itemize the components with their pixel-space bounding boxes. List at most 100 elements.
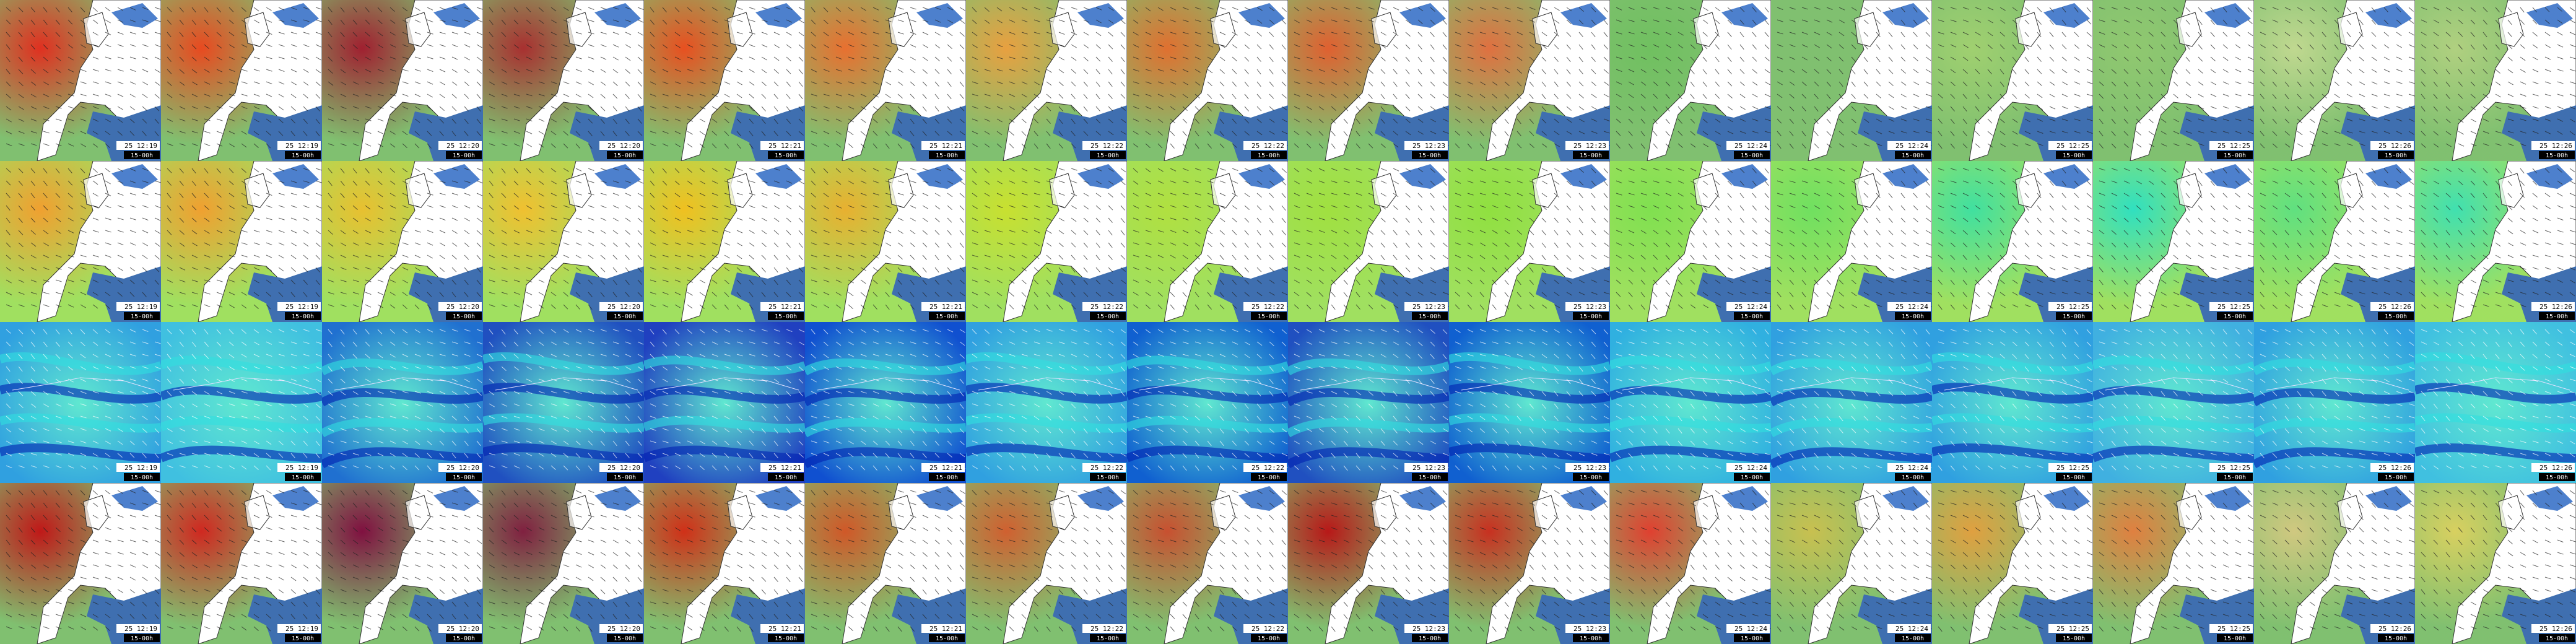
wind-arrow (2495, 69, 2500, 74)
wind-arrow (1516, 94, 1521, 99)
wind-arrow (1529, 205, 1535, 210)
wind-arrow (1566, 279, 1572, 284)
wind-arrow (315, 19, 322, 22)
wind-arrow (1306, 69, 1313, 72)
wind-arrow (1269, 44, 1274, 50)
wind-arrow (92, 131, 98, 135)
wind-arrow (129, 267, 136, 272)
wind-arrow (761, 44, 768, 48)
wind-arrow (1479, 193, 1486, 196)
wind-arrow (2470, 131, 2477, 134)
wind-arrow (674, 267, 681, 270)
run-label: 15-00h (1419, 313, 1441, 320)
wind-arrow (476, 230, 482, 235)
wind-arrow (1244, 56, 1250, 62)
wind-arrow (1616, 44, 1622, 47)
wind-arrow (2235, 32, 2240, 37)
wind-arrow (1430, 44, 1435, 50)
wind-arrow (2272, 7, 2279, 11)
wind-arrow (105, 94, 111, 97)
wind-arrow (1591, 44, 1596, 50)
wind-arrow (1120, 217, 1125, 224)
wind-arrow (1702, 56, 1707, 62)
wind-arrow (526, 180, 531, 186)
wind-arrow (1554, 56, 1559, 62)
wind-arrow (1529, 106, 1534, 112)
wind-arrow (2383, 131, 2390, 134)
wind-arrow (1194, 44, 1201, 48)
wind-arrow (43, 304, 50, 307)
wind-arrow (1343, 56, 1350, 60)
run-box (2217, 312, 2253, 320)
wind-arrow (6, 193, 11, 198)
islands (405, 12, 431, 47)
wind-arrow (105, 131, 111, 136)
wind-arrow (1925, 19, 1930, 25)
wind-arrow (1046, 32, 1053, 35)
wind-arrow (934, 118, 939, 124)
wind-arrow (2260, 7, 2266, 10)
wind-arrow (959, 217, 964, 223)
wind-arrow (773, 32, 780, 35)
wind-arrow (389, 168, 395, 173)
wind-arrow (1046, 193, 1053, 196)
wind-arrow (1900, 32, 1905, 38)
wind-arrow (1838, 131, 1844, 136)
wind-arrow (2235, 44, 2241, 49)
wind-arrow (105, 304, 110, 309)
run-box (1895, 151, 1931, 159)
wind-arrow (1380, 304, 1386, 309)
wind-arrow (1170, 94, 1176, 98)
wind-arrow (1876, 255, 1881, 259)
wind-arrow (1467, 180, 1474, 184)
wind-arrow (1516, 267, 1521, 273)
wind-arrow (1194, 131, 1199, 137)
wind-arrow (253, 19, 259, 24)
wind-arrow (749, 81, 755, 86)
wind-arrow (1182, 230, 1189, 233)
wind-arrow (1417, 267, 1423, 272)
wind-arrow (1207, 94, 1212, 99)
wind-arrow (2061, 118, 2068, 121)
islands (727, 12, 753, 47)
wind-arrow (1343, 230, 1349, 234)
wind-arrow (2173, 7, 2178, 12)
wind-arrow (1058, 131, 1063, 137)
wind-arrow (848, 118, 854, 123)
wind-arrow (2371, 56, 2377, 61)
wind-arrow (389, 131, 396, 135)
wind-arrow (142, 267, 147, 272)
north-sea (1721, 3, 1768, 28)
wind-arrow (650, 292, 656, 295)
wind-arrow (1888, 19, 1893, 25)
islands (2176, 173, 2202, 208)
wind-arrow (290, 69, 297, 72)
wind-arrow (922, 56, 928, 61)
wind-arrow (1219, 94, 1224, 99)
wind-arrow (1876, 106, 1882, 111)
wind-arrow (674, 279, 681, 283)
wind-arrow (1455, 193, 1461, 196)
wind-arrow (588, 7, 594, 11)
wind-arrow (1281, 32, 1286, 37)
wind-arrow (1801, 118, 1806, 124)
wind-arrow (365, 32, 370, 37)
wind-arrow (1665, 131, 1670, 136)
wind-arrow (1145, 180, 1151, 185)
wind-arrow (2260, 44, 2266, 48)
wind-arrow (1838, 143, 1845, 148)
wind-arrow (1380, 32, 1386, 36)
wind-arrow (1244, 131, 1250, 136)
wind-arrow (1269, 7, 1275, 12)
time-label: 25 12:22 (1251, 303, 1284, 311)
wind-arrow (761, 255, 767, 260)
wind-arrow (1603, 205, 1608, 211)
wind-arrow (984, 193, 990, 197)
wind-arrow (1566, 230, 1571, 236)
wind-arrow (2532, 69, 2539, 72)
wind-arrow (2061, 106, 2068, 109)
wind-arrow (167, 94, 173, 98)
wind-arrow (910, 242, 915, 247)
